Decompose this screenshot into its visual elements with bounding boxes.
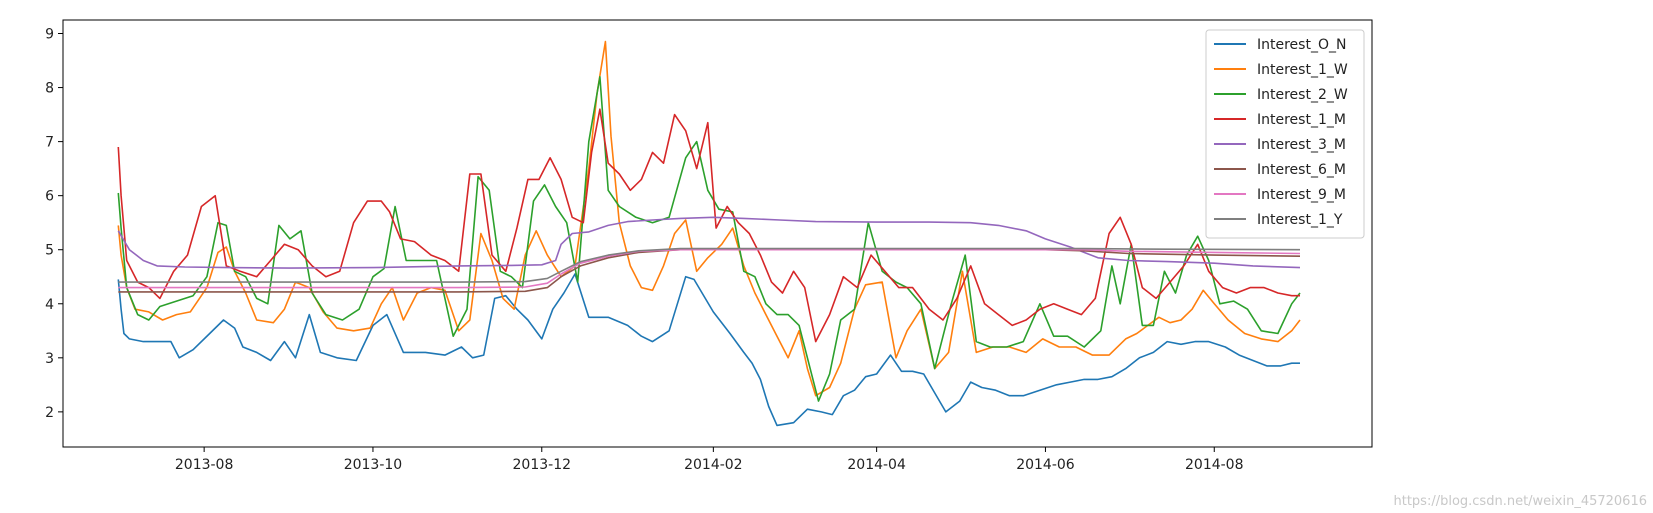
y-tick-label: 7 xyxy=(45,135,54,151)
y-tick-label: 5 xyxy=(45,243,54,259)
plot-frame xyxy=(62,19,1373,448)
legend-label: Interest_6_M xyxy=(1257,162,1346,178)
y-tick-label: 3 xyxy=(45,351,54,367)
series-line-Interest_O_N xyxy=(117,273,1300,427)
legend-label: Interest_9_M xyxy=(1257,187,1346,203)
series-line-Interest_2_W xyxy=(117,76,1301,402)
legend-label: Interest_O_N xyxy=(1257,37,1346,53)
plot-lines xyxy=(117,40,1301,427)
series-line-Interest_1_W xyxy=(117,40,1301,397)
x-tick-label: 2013-12 xyxy=(513,457,572,473)
y-axis: 2 3 4 5 6 7 8 9 xyxy=(45,27,63,421)
legend-box xyxy=(1205,29,1365,239)
legend-label: Interest_1_Y xyxy=(1257,212,1343,228)
x-tick-label: 2014-02 xyxy=(684,457,743,473)
x-tick-label: 2013-10 xyxy=(344,457,403,473)
series-line-Interest_6_M xyxy=(118,248,1301,293)
series-line-Interest_1_M xyxy=(117,108,1300,343)
x-tick-label: 2014-08 xyxy=(1185,457,1244,473)
legend-label: Interest_2_W xyxy=(1257,87,1348,103)
legend-label: Interest_1_M xyxy=(1257,112,1346,128)
legend-label: Interest_1_W xyxy=(1257,62,1348,78)
y-tick-label: 8 xyxy=(45,81,54,97)
x-tick-label: 2014-04 xyxy=(847,457,906,473)
x-tick-label: 2014-06 xyxy=(1016,457,1075,473)
y-tick-label: 9 xyxy=(45,27,54,43)
y-tick-label: 4 xyxy=(45,297,54,313)
y-tick-label: 2 xyxy=(45,405,54,421)
watermark: https://blog.csdn.net/weixin_45720616 xyxy=(1393,494,1647,509)
x-tick-label: 2013-08 xyxy=(175,457,234,473)
x-axis: 2013-08 2013-10 2013-12 2014-02 2014-04 2014-… xyxy=(175,447,1244,473)
series-line-Interest_1_Y xyxy=(118,247,1301,283)
y-tick-label: 6 xyxy=(45,189,54,205)
legend-label: Interest_3_M xyxy=(1257,137,1346,153)
legend: Interest_O_N Interest_1_W Interest_2_W Inte… xyxy=(1205,29,1365,239)
